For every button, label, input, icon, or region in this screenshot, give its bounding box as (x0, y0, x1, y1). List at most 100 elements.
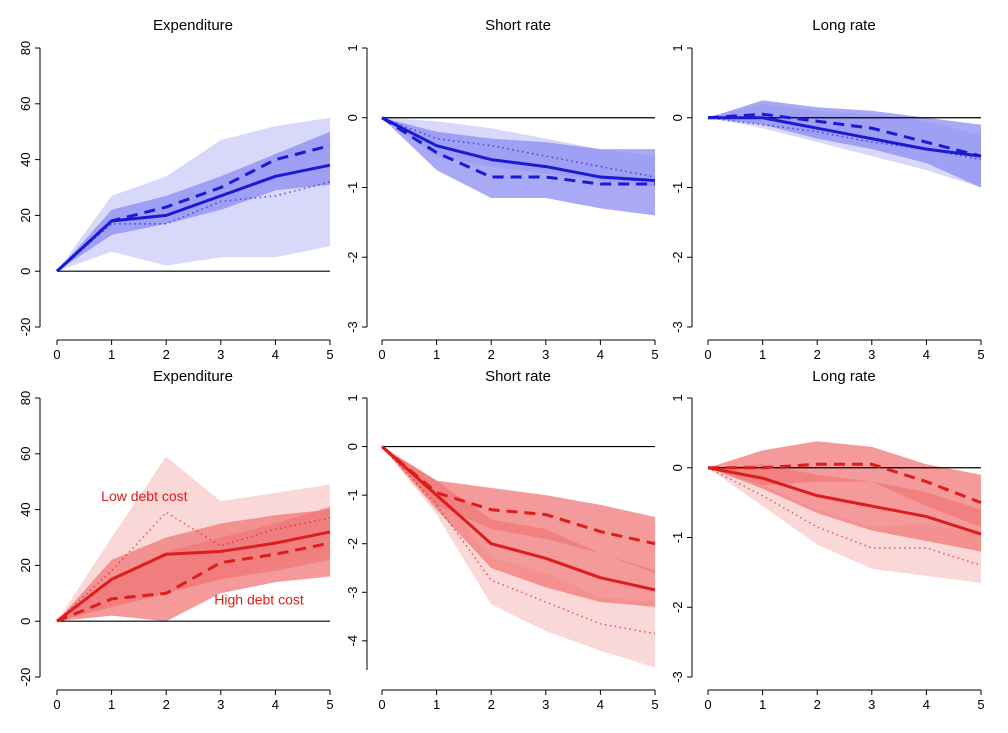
y-tick-label: -1 (345, 489, 360, 501)
y-tick-label: 0 (345, 443, 360, 450)
x-tick-label: 0 (704, 347, 711, 362)
series-line-dashed (55, 144, 331, 273)
panel-6: Long rate -3 -2 -1 0 1 0 1 2 3 4 5 (670, 368, 985, 712)
series-line-dotted (707, 116, 982, 161)
y-tick-label: -2 (670, 601, 685, 613)
x-tick-label: 4 (597, 697, 604, 712)
y-tick-label: 0 (18, 268, 33, 275)
panel-2: Short rate -3 -2 -1 0 1 0 1 2 3 4 5 (345, 17, 659, 362)
series-line-dashed (707, 112, 982, 158)
series-line-solid (381, 116, 656, 183)
panel-title: Expenditure (153, 17, 233, 34)
x-tick-label: 5 (326, 697, 333, 712)
x-tick-label: 1 (108, 347, 115, 362)
x-tick-label: 2 (163, 347, 170, 362)
y-tick-label: -2 (345, 538, 360, 550)
x-tick-label: 0 (53, 697, 60, 712)
series-annotation: Low debt cost (101, 488, 187, 504)
y-tick-label: -4 (345, 635, 360, 647)
confidence-band-dotted (708, 467, 981, 583)
series-annotation: High debt cost (214, 591, 304, 607)
series-line-dotted (56, 511, 331, 622)
y-tick-label: 60 (18, 447, 33, 461)
y-tick-label: 80 (18, 41, 33, 55)
confidence-band-dashed (57, 506, 330, 622)
y-tick-label: 0 (18, 618, 33, 625)
x-tick-label: 5 (977, 347, 984, 362)
y-tick-label: -1 (670, 182, 685, 194)
y-tick-label: 0 (670, 114, 685, 121)
x-tick-label: 1 (433, 347, 440, 362)
panel-5: Short rate -4 -3 -2 -1 0 1 0 1 2 3 4 5 (345, 368, 659, 712)
confidence-band-solid (708, 464, 981, 552)
y-tick-label: -3 (670, 671, 685, 683)
series-line-solid (381, 445, 656, 592)
series-line-solid (56, 530, 331, 623)
panel-4: Expenditure Low debt cost High debt cost -2… (18, 368, 334, 712)
y-tick-label: -20 (18, 318, 33, 337)
x-tick-label: 3 (217, 697, 224, 712)
panel-3: Long rate -3 -2 -1 0 1 0 1 2 3 4 5 (670, 17, 985, 362)
x-tick-label: 2 (814, 347, 821, 362)
y-tick-label: -20 (18, 668, 33, 687)
x-tick-label: 3 (868, 347, 875, 362)
x-tick-label: 2 (488, 347, 495, 362)
y-tick-label: -1 (345, 182, 360, 194)
y-tick-label: 60 (18, 97, 33, 111)
y-tick-label: 0 (345, 114, 360, 121)
x-tick-label: 1 (433, 697, 440, 712)
x-tick-label: 5 (651, 347, 658, 362)
panel-title: Short rate (485, 368, 551, 385)
x-tick-label: 3 (868, 697, 875, 712)
x-tick-label: 3 (217, 347, 224, 362)
y-tick-label: -2 (345, 251, 360, 263)
confidence-band-dashed (708, 441, 981, 528)
confidence-band-dotted (382, 446, 655, 668)
x-tick-label: 0 (378, 347, 385, 362)
y-tick-label: 20 (18, 208, 33, 222)
y-tick-label: 40 (18, 502, 33, 516)
y-tick-label: -3 (345, 587, 360, 599)
y-tick-label: -2 (670, 251, 685, 263)
y-tick-label: 1 (670, 394, 685, 401)
x-tick-label: 4 (597, 347, 604, 362)
x-tick-label: 1 (759, 697, 766, 712)
y-tick-label: -3 (345, 321, 360, 333)
x-tick-label: 5 (651, 697, 658, 712)
x-tick-label: 4 (272, 347, 279, 362)
x-tick-label: 2 (814, 697, 821, 712)
x-tick-label: 2 (163, 697, 170, 712)
x-tick-label: 4 (272, 697, 279, 712)
series-line-solid (707, 466, 982, 536)
x-tick-label: 0 (704, 697, 711, 712)
y-tick-label: -1 (670, 532, 685, 544)
y-tick-label: 1 (345, 394, 360, 401)
panel-1: Expenditure -20 0 20 40 60 80 0 1 2 3 4 5 (18, 17, 334, 362)
y-tick-label: 0 (670, 464, 685, 471)
series-line-dotted (381, 117, 656, 178)
series-line-dotted (56, 181, 331, 272)
confidence-band-dashed (382, 446, 655, 573)
x-tick-label: 2 (488, 697, 495, 712)
series-line-dashed (381, 116, 655, 186)
x-tick-label: 5 (977, 697, 984, 712)
x-tick-label: 1 (108, 697, 115, 712)
x-tick-label: 3 (542, 347, 549, 362)
series-line-dashed (381, 445, 656, 546)
y-tick-label: 1 (345, 44, 360, 51)
panel-title: Long rate (812, 17, 875, 34)
y-tick-label: 1 (670, 44, 685, 51)
panel-title: Short rate (485, 17, 551, 34)
x-tick-label: 0 (53, 347, 60, 362)
x-tick-label: 0 (378, 697, 385, 712)
y-tick-label: 80 (18, 391, 33, 405)
panel-title: Expenditure (153, 368, 233, 385)
x-tick-label: 3 (542, 697, 549, 712)
y-tick-label: 20 (18, 558, 33, 572)
series-line-dashed (56, 541, 331, 623)
x-tick-label: 5 (326, 347, 333, 362)
y-tick-label: 40 (18, 152, 33, 166)
x-tick-label: 4 (923, 347, 930, 362)
confidence-band-solid (382, 117, 655, 216)
